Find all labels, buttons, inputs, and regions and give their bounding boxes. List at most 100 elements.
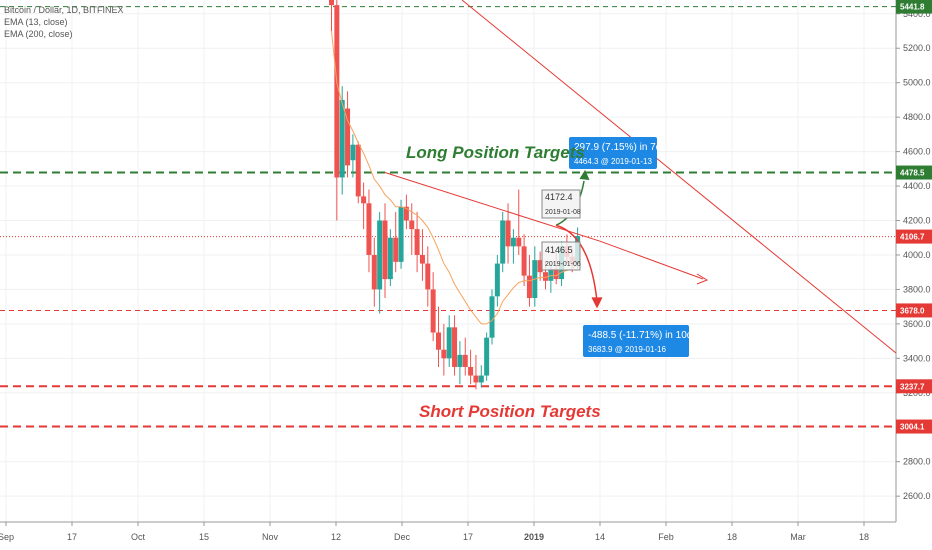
descending-trend-line: [384, 172, 601, 242]
candle-body: [462, 354, 468, 367]
candle-body: [393, 237, 399, 262]
time-tick-label: Nov: [262, 532, 279, 542]
ema13-line: [331, 30, 578, 325]
candle-body: [457, 354, 463, 367]
price-tick-label: 5400.0: [903, 9, 931, 19]
level-price-label: 3004.1: [900, 423, 925, 432]
ema13-legend: EMA (13, close): [4, 17, 68, 27]
price-tick-label: 5000.0: [903, 78, 931, 88]
point-a-date: 2019-01-08: [545, 209, 581, 216]
candle-body: [526, 275, 532, 299]
candle-body: [430, 289, 436, 333]
candle-body: [505, 220, 511, 247]
short-info-box: [583, 325, 689, 357]
short-info-line1: -488.5 (-11.71%) in 10d: [588, 330, 692, 341]
price-tick-label: 2600.0: [903, 491, 931, 501]
candle-body: [441, 349, 447, 359]
long-trend-line: [461, 0, 897, 354]
candle-body: [484, 337, 490, 376]
candle-body: [553, 268, 559, 280]
candle-body: [377, 220, 383, 290]
price-tick-label: 4400.0: [903, 181, 931, 191]
level-price-tag: [896, 165, 932, 180]
price-tick-label: 4800.0: [903, 112, 931, 122]
level-price-tag: [896, 229, 932, 244]
candle-body: [366, 203, 372, 255]
candle-body: [500, 220, 506, 264]
candle-body: [473, 375, 479, 383]
long-targets-title: Long Position Targets: [406, 143, 585, 162]
level-price-tag: [896, 0, 932, 14]
candle-body: [521, 246, 527, 276]
candle-body: [419, 254, 425, 264]
time-tick-label: 15: [199, 532, 209, 542]
candle-body: [334, 5, 340, 178]
price-tick-label: 4600.0: [903, 147, 931, 157]
candle-body: [387, 237, 393, 280]
long-info-box: [569, 137, 657, 169]
time-tick-label: Oct: [131, 532, 146, 542]
time-tick-label: 2019: [524, 532, 544, 542]
time-tick-label: 12: [331, 532, 341, 542]
projection-arrowhead: [696, 273, 709, 285]
chart-legend: Bitcoin / Dollar, 1D, BITFINEX EMA (13, …: [4, 4, 124, 40]
candle-body: [398, 206, 404, 262]
candle-body: [468, 366, 474, 376]
time-tick-label: 18: [859, 532, 869, 542]
level-price-label: 4106.7: [900, 233, 925, 242]
candle-body: [425, 263, 431, 290]
candle-body: [403, 206, 409, 221]
short-targets-title: Short Position Targets: [419, 402, 601, 421]
level-price-tag: [896, 379, 932, 394]
short-info-line2: 3683.9 @ 2019-01-16: [588, 345, 667, 354]
candle-body: [537, 260, 543, 273]
time-tick-label: 18: [727, 532, 737, 542]
candle-body: [414, 229, 420, 255]
candle-body: [510, 237, 516, 247]
candle-body: [409, 220, 415, 230]
time-tick-label: Dec: [394, 532, 411, 542]
point-b-box: [541, 241, 581, 271]
price-tick-label: 2800.0: [903, 457, 931, 467]
ema200-legend: EMA (200, close): [4, 29, 73, 39]
candle-body: [548, 268, 554, 281]
time-tick-label: 17: [67, 532, 77, 542]
candle-body: [355, 144, 361, 197]
candle-body: [382, 220, 388, 280]
candle-body: [329, 0, 334, 6]
candle-body: [436, 332, 441, 350]
long-projection-arrowhead: [579, 169, 590, 181]
candle-body: [339, 99, 345, 178]
short-projection-arrowhead: [591, 297, 603, 309]
candle-body: [516, 237, 522, 247]
level-price-label: 3678.0: [900, 306, 925, 315]
level-price-tag: [896, 419, 932, 434]
price-tick-label: 4000.0: [903, 250, 931, 260]
candle-body: [452, 327, 458, 367]
long-info-line1: 297.9 (7.15%) in 7d: [574, 142, 661, 153]
candle-body: [478, 375, 484, 383]
projection-line: [599, 240, 704, 280]
time-tick-label: 14: [595, 532, 605, 542]
symbol-title: Bitcoin / Dollar, 1D, BITFINEX: [4, 5, 124, 15]
candle-body: [543, 272, 548, 281]
time-tick-label: Feb: [658, 532, 674, 542]
level-price-tag: [896, 303, 932, 318]
candle-body: [345, 108, 351, 166]
level-price-label: 3237.7: [900, 382, 925, 391]
candle-body: [350, 144, 356, 161]
time-tick-label: 17: [463, 532, 473, 542]
price-tick-label: 5200.0: [903, 43, 931, 53]
price-tick-label: 3800.0: [903, 284, 931, 294]
candle-body: [361, 196, 367, 204]
point-b-value: 4146.5: [545, 245, 573, 255]
time-tick-label: Mar: [790, 532, 806, 542]
price-tick-label: 4200.0: [903, 216, 931, 226]
candle-body: [371, 254, 377, 290]
candle-body: [446, 327, 452, 359]
point-b-date: 2019-01-06: [545, 261, 581, 268]
level-price-label: 4478.5: [900, 169, 925, 178]
candle-body: [489, 296, 495, 338]
